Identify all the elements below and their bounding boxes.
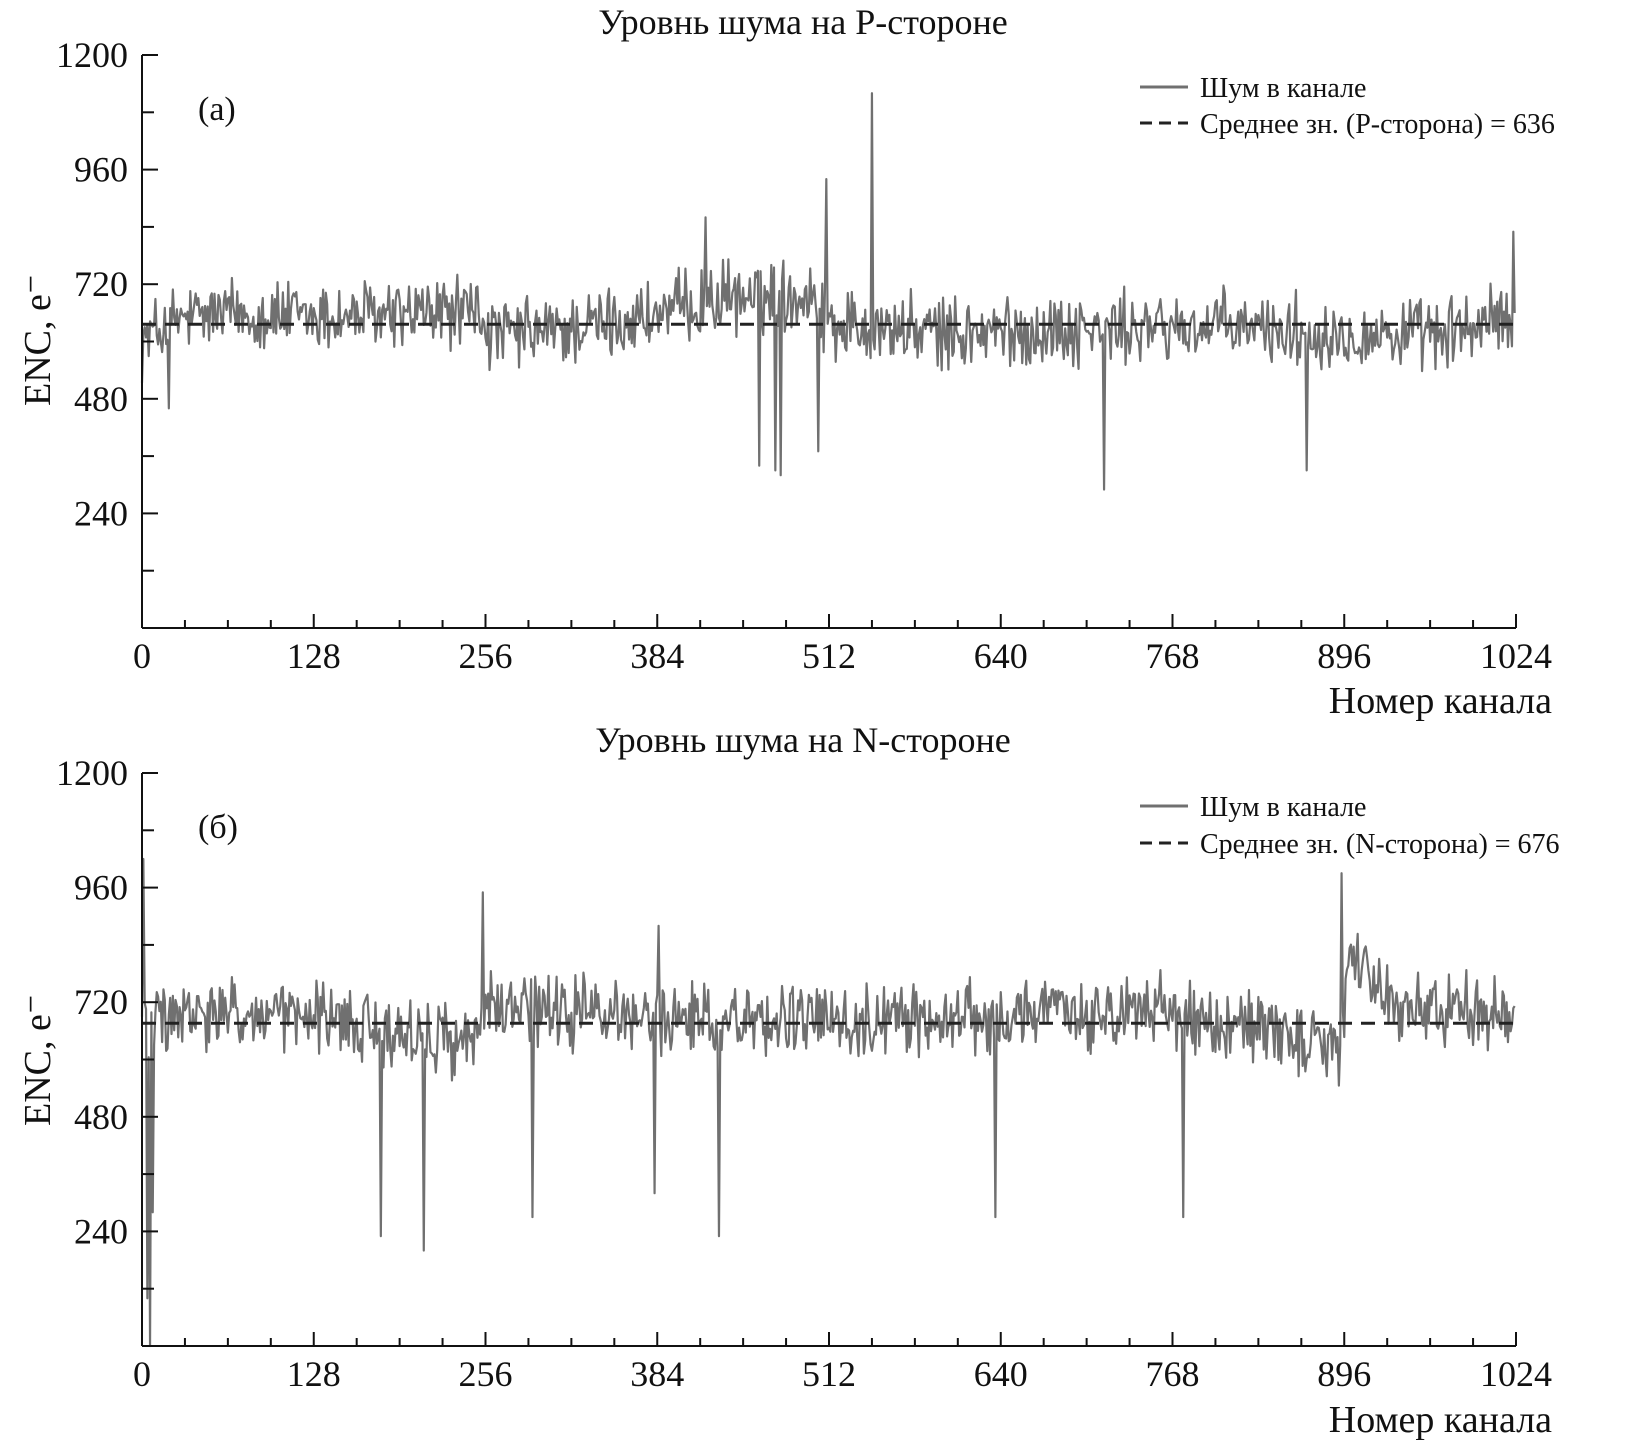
panel-label: (б): [198, 809, 238, 846]
y-tick-label: 240: [74, 1211, 128, 1251]
y-tick-label: 480: [74, 1097, 128, 1137]
x-tick-label: 896: [1317, 636, 1371, 676]
y-tick-label: 720: [74, 264, 128, 304]
x-tick-label: 384: [630, 636, 684, 676]
series-layer: [140, 857, 1516, 1348]
tick-layer: 0 128 256 384 512 640 768 896 1024 240 480 720 960 12…: [56, 753, 1552, 1394]
x-tick-label: 640: [974, 1354, 1028, 1394]
x-tick-label: 384: [630, 1354, 684, 1394]
x-tick-label: 512: [802, 1354, 856, 1394]
panel-label: (a): [198, 91, 236, 128]
x-tick-label: 768: [1146, 636, 1200, 676]
tick-layer: 0 128 256 384 512 640 768 896 1024 240 480 720 960 12…: [56, 35, 1552, 676]
y-tick-label: 960: [74, 868, 128, 908]
y-tick-label: 480: [74, 379, 128, 419]
legend-label-mean: Среднее зн. (N-сторона) = 676: [1200, 829, 1560, 860]
x-tick-label: 1024: [1480, 636, 1552, 676]
legend-label-noise: Шум в канале: [1200, 792, 1366, 823]
x-axis-label: Номер канала: [1329, 680, 1552, 722]
legend: Шум в канале Среднее зн. (N-сторона) = 6…: [1140, 792, 1560, 860]
y-axis-label: ENC, e⁻: [17, 274, 59, 406]
x-tick-label: 128: [287, 636, 341, 676]
legend: Шум в канале Среднее зн. (P-сторона) = 6…: [1140, 73, 1555, 140]
y-tick-label: 1200: [56, 35, 128, 75]
series-line-channel-noise: [140, 92, 1516, 491]
x-tick-label: 256: [459, 636, 513, 676]
x-axis-label: Номер канала: [1329, 1399, 1552, 1441]
x-tick-label: 896: [1317, 1354, 1371, 1394]
legend-label-mean: Среднее зн. (P-сторона) = 636: [1200, 109, 1555, 140]
series-layer: [140, 92, 1516, 491]
y-tick-label: 240: [74, 493, 128, 533]
x-tick-label: 640: [974, 636, 1028, 676]
y-axis-label: ENC, e⁻: [17, 994, 59, 1126]
x-tick-label: 512: [802, 636, 856, 676]
y-tick-label: 1200: [56, 753, 128, 793]
x-tick-label: 768: [1146, 1354, 1200, 1394]
chart-title: Уровнь шума на N-стороне: [595, 720, 1010, 760]
y-tick-label: 720: [74, 982, 128, 1022]
x-tick-label: 256: [459, 1354, 513, 1394]
x-tick-label: 0: [133, 636, 151, 676]
chart-panel-p-side: Уровнь шума на P-стороне (a) 0 128 256 384 5…: [17, 2, 1555, 722]
y-tick-label: 960: [74, 150, 128, 190]
series-line-channel-noise: [140, 857, 1516, 1348]
chart-panel-n-side: Уровнь шума на N-стороне (б) 0 128 256 384 5…: [17, 720, 1560, 1441]
x-tick-label: 128: [287, 1354, 341, 1394]
x-tick-label: 0: [133, 1354, 151, 1394]
x-tick-label: 1024: [1480, 1354, 1552, 1394]
chart-title: Уровнь шума на P-стороне: [598, 2, 1008, 42]
legend-label-noise: Шум в канале: [1200, 73, 1366, 104]
